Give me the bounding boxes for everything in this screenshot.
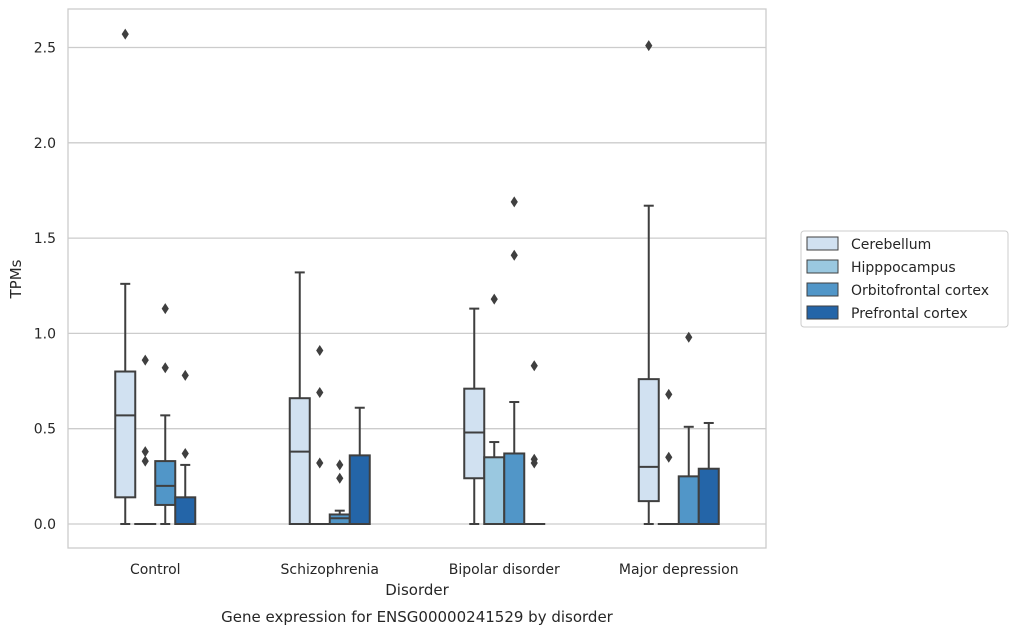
plot-frame — [67, 8, 767, 549]
box-hipppocampus — [483, 293, 506, 526]
box-iqr — [637, 378, 660, 503]
box-iqr — [503, 452, 526, 525]
legend-label: Prefrontal cortex — [851, 306, 968, 322]
outlier-point — [161, 303, 169, 315]
outlier-point — [490, 293, 498, 305]
y-tick-label: 2.0 — [34, 136, 56, 152]
y-axis-label: TPMs — [7, 259, 25, 299]
box-prefrontal-cortex — [523, 360, 546, 526]
outlier-point — [181, 369, 189, 381]
box-orbitofrontal-cortex — [503, 196, 526, 525]
outlier-point — [141, 455, 149, 467]
outlier-point — [141, 446, 149, 458]
outlier-point — [181, 447, 189, 459]
legend-swatch — [806, 305, 839, 320]
box-cerebellum — [463, 307, 486, 525]
outlier-point — [316, 386, 324, 398]
box-iqr — [114, 370, 137, 499]
y-tick-label: 1.5 — [34, 231, 56, 247]
box-prefrontal-cortex — [697, 421, 720, 526]
box-orbitofrontal-cortex — [677, 331, 700, 526]
box-hipppocampus — [308, 345, 331, 526]
outlier-point — [665, 451, 673, 463]
box-iqr — [348, 454, 371, 525]
legend-swatch — [806, 259, 839, 274]
x-tick-label: Major depression — [619, 562, 739, 578]
box-prefrontal-cortex — [174, 369, 197, 526]
box-iqr — [174, 496, 197, 526]
outlier-point — [530, 360, 538, 372]
x-tick-label: Schizophrenia — [281, 562, 379, 578]
x-tick-label: Bipolar disorder — [449, 562, 560, 578]
legend: Cerebellum Hipppocampus Orbitofrontal cort… — [800, 230, 1009, 328]
box-orbitofrontal-cortex — [154, 303, 177, 525]
legend-label: Cerebellum — [851, 237, 931, 253]
x-axis-label: Disorder — [385, 581, 449, 599]
box-cerebellum — [288, 271, 311, 526]
x-tick-labels: Control Schizophrenia Bipolar disorder Majo… — [130, 562, 739, 578]
box-iqr — [154, 460, 177, 506]
y-tick-label: 1.0 — [34, 326, 56, 342]
y-tick-labels: 0.0 0.5 1.0 1.5 2.0 2.5 — [34, 41, 56, 534]
y-tick-label: 0.0 — [34, 517, 56, 533]
legend-label: Hipppocampus — [851, 260, 956, 276]
outlier-point — [685, 331, 693, 343]
box-hipppocampus — [134, 354, 157, 526]
legend-swatch — [806, 236, 839, 251]
outlier-point — [161, 362, 169, 374]
outlier-point — [530, 453, 538, 465]
outlier-point — [510, 196, 518, 208]
gridlines — [68, 46, 766, 525]
boxes — [114, 28, 720, 526]
outlier-point — [336, 459, 344, 471]
box-iqr — [697, 467, 720, 526]
y-tick-label: 0.5 — [34, 422, 56, 438]
outlier-point — [316, 457, 324, 469]
legend-frame — [800, 230, 1009, 328]
box-cerebellum — [637, 40, 660, 525]
box-iqr — [483, 456, 506, 526]
box-cerebellum — [114, 28, 137, 525]
legend-label: Orbitofrontal cortex — [851, 283, 989, 299]
outlier-point — [141, 354, 149, 366]
box-hipppocampus — [657, 388, 680, 526]
outlier-point — [121, 28, 129, 40]
box-iqr — [677, 475, 700, 526]
outlier-point — [665, 388, 673, 400]
box-iqr — [288, 397, 311, 526]
legend-swatch — [806, 282, 839, 297]
box-prefrontal-cortex — [348, 406, 371, 525]
outlier-point — [510, 249, 518, 261]
y-tick-label: 2.5 — [34, 41, 56, 57]
outlier-point — [336, 472, 344, 484]
outlier-point — [645, 40, 653, 52]
chart-caption: Gene expression for ENSG00000241529 by d… — [221, 608, 614, 626]
box-orbitofrontal-cortex — [328, 459, 351, 525]
x-tick-label: Control — [130, 562, 181, 578]
outlier-point — [316, 345, 324, 357]
